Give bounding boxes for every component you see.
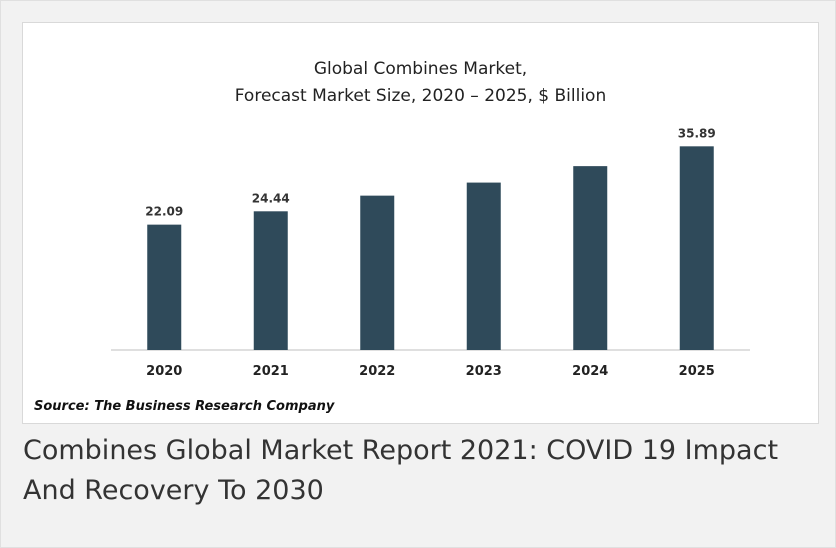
chart-source: Source: The Business Research Company xyxy=(34,399,335,414)
x-tick-label-2024: 2024 xyxy=(572,364,608,379)
x-tick-label-2023: 2023 xyxy=(466,364,502,379)
data-label-2025: 35.89 xyxy=(678,126,716,140)
chart-title-line-1: Global Combines Market, xyxy=(313,59,528,79)
bar-2021 xyxy=(253,211,288,350)
bar-2022 xyxy=(360,195,395,350)
bar-chart: 2020 22.09 2021 24.44 2022 2023 2024 2025 35.89 xyxy=(111,126,750,379)
x-tick-label-2022: 2022 xyxy=(359,364,395,379)
bar-2024 xyxy=(573,166,608,350)
x-tick-label-2020: 2020 xyxy=(146,364,182,379)
x-tick-label-2021: 2021 xyxy=(253,364,289,379)
x-tick-label-2025: 2025 xyxy=(679,364,715,379)
bar-2023 xyxy=(466,182,501,350)
bar-2025 xyxy=(679,146,714,350)
chart-panel: 2020 22.09 2021 24.44 2022 2023 2024 2025 35.89 … xyxy=(22,22,819,424)
report-title-link[interactable]: Combines Global Market Report 2021: COVI… xyxy=(23,435,779,506)
bar-2020 xyxy=(147,224,182,350)
data-label-2020: 22.09 xyxy=(145,205,183,219)
data-label-2021: 24.44 xyxy=(252,191,290,205)
chart-title-line-2: Forecast Market Size, 2020 – 2025, $ Bil… xyxy=(234,86,607,106)
